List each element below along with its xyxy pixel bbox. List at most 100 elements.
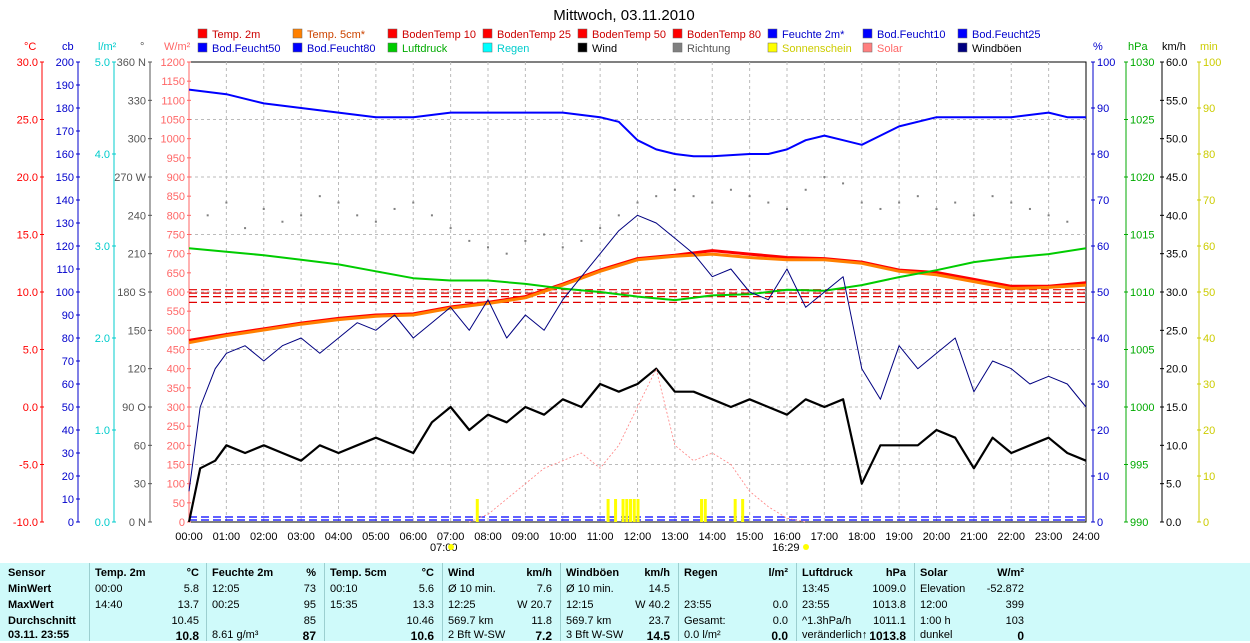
rain-tick-label: 4.0 (95, 149, 110, 161)
direction-point (206, 214, 209, 217)
table-row-label: Durchschnitt (8, 615, 76, 627)
table-cell-value: 11.8 (531, 615, 552, 627)
table-cell-value: 0.0 (772, 599, 788, 611)
temp-tick-label: 5.0 (23, 345, 38, 357)
table-cell-label: 8.61 g/m³ (212, 629, 259, 641)
solar-tick-label: 1000 (161, 134, 185, 146)
solar-tick-label: 200 (167, 440, 185, 452)
temp-tick-label: -10.0 (13, 517, 38, 529)
table-cell-label: 00:25 (212, 599, 240, 611)
sunshine-bar (700, 499, 704, 522)
table-cell-value: W 20.7 (517, 599, 552, 611)
direction-point (505, 252, 508, 255)
table-column-unit: l/m² (768, 567, 788, 579)
table-cell-value: 10.8 (175, 629, 199, 643)
cb-tick-label: 170 (56, 126, 74, 138)
temp-tick-label: 0.0 (23, 402, 38, 414)
table-cell-label: dunkel (920, 629, 953, 641)
solar-tick-label: 500 (167, 325, 185, 337)
x-tick-label: 19:00 (885, 531, 913, 543)
x-tick-label: 11:00 (587, 531, 614, 543)
rain-tick-label: 3.0 (95, 241, 110, 253)
wind-tick-label: 15.0 (1166, 402, 1187, 414)
table-cell-value: 0.0 (771, 629, 788, 643)
cb-tick-label: 110 (56, 264, 74, 276)
hum-tick-label: 80 (1097, 149, 1109, 161)
temp-tick-label: 15.0 (17, 230, 38, 242)
table-cell-label: 2 Bft W-SW (448, 629, 506, 641)
sun-tick-label: 100 (1203, 57, 1221, 69)
direction-point (430, 214, 433, 217)
wind-axis-unit: km/h (1162, 41, 1186, 53)
cb-axis-unit: cb (62, 41, 74, 53)
direction-point (1010, 201, 1013, 204)
cb-tick-label: 70 (62, 356, 74, 368)
wind-tick-label: 40.0 (1166, 210, 1187, 222)
table-cell-value: 10.6 (410, 629, 434, 643)
press-tick-label: 1015 (1130, 230, 1154, 242)
cb-tick-label: 180 (56, 103, 74, 115)
table-column-unit: °C (186, 567, 199, 579)
table-cell-value: 1013.8 (869, 629, 906, 643)
rain-tick-label: 0.0 (95, 517, 110, 529)
table-cell-value: 0.0 (772, 615, 788, 627)
x-tick-label: 01:00 (213, 531, 241, 543)
press-tick-label: 1025 (1130, 115, 1154, 127)
legend-swatch (957, 42, 968, 53)
wind-tick-label: 30.0 (1166, 287, 1187, 299)
hum-tick-label: 50 (1097, 287, 1109, 299)
x-tick-label: 00:00 (175, 531, 203, 543)
dir-tick-label: 90 O (122, 402, 146, 414)
solar-tick-label: 850 (167, 191, 185, 203)
table-cell-value: 13.7 (177, 599, 199, 611)
press-tick-label: 1030 (1130, 57, 1154, 69)
solar-tick-label: 350 (167, 383, 185, 395)
legend-swatch (577, 28, 588, 39)
direction-point (599, 227, 602, 230)
direction-point (524, 239, 527, 242)
table-column-title: Temp. 5cm (330, 567, 387, 579)
sun-tick-label: 90 (1203, 103, 1215, 115)
dir-tick-label: 150 (128, 325, 146, 337)
solar-tick-label: 400 (167, 364, 185, 376)
table-cell-value: 103 (1005, 615, 1024, 627)
legend: Temp. 2m Temp. 5cm* BodenTemp 10 BodenTemp … (197, 28, 1041, 55)
wind-tick-label: 5.0 (1166, 479, 1181, 491)
dir-tick-label: 30 (134, 479, 146, 491)
table-row-label: MinWert (8, 583, 52, 595)
legend-label: Solar (877, 43, 903, 55)
table-cell-label: 3 Bft W-SW (566, 629, 624, 641)
table-column-title: Feuchte 2m (212, 567, 274, 579)
sun-axis-unit: min (1200, 41, 1218, 53)
sun-tick-label: 40 (1203, 333, 1215, 345)
table-column-divider (324, 563, 325, 641)
solar-tick-label: 150 (167, 460, 185, 472)
direction-point (748, 195, 751, 198)
table-cell-label: Ø 10 min. (566, 583, 614, 595)
hum-tick-label: 20 (1097, 425, 1109, 437)
table-cell-value: 85 (303, 615, 316, 627)
table-cell-label: ^1.3hPa/h (802, 615, 852, 627)
table-cell-value: W 40.2 (635, 599, 670, 611)
legend-swatch (482, 42, 493, 53)
sunshine-bar (733, 499, 737, 522)
sun-tick-label: 70 (1203, 195, 1215, 207)
table-cell-value: 14.5 (648, 583, 670, 595)
hum-tick-label: 0 (1097, 517, 1103, 529)
direction-point (692, 195, 695, 198)
x-tick-label: 03:00 (287, 531, 315, 543)
cb-tick-label: 20 (62, 471, 74, 483)
table-column-divider (678, 563, 679, 641)
direction-point (786, 207, 788, 210)
x-tick-label: 06:00 (399, 531, 427, 543)
x-tick-label: 18:00 (848, 531, 876, 543)
x-tick-label: 12:00 (624, 531, 652, 543)
table-column-unit: W/m² (997, 567, 1024, 579)
hum-tick-label: 10 (1097, 471, 1109, 483)
x-tick-label: 04:00 (325, 531, 353, 543)
solar-tick-label: 700 (167, 249, 185, 261)
sunshine-bar (629, 499, 633, 522)
direction-point (468, 239, 471, 242)
direction-point (300, 214, 303, 217)
solar-tick-label: 1050 (161, 115, 185, 127)
